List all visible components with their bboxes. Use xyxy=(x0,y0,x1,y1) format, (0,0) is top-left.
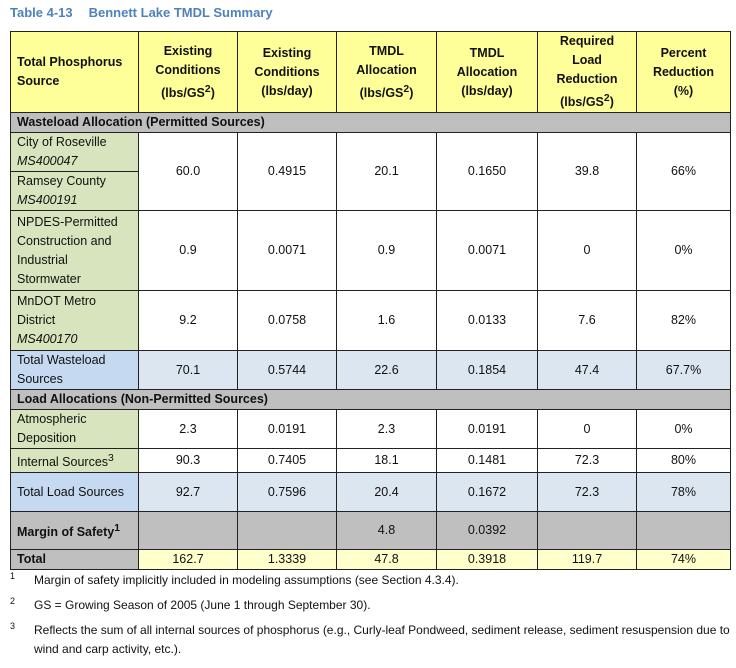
cell: 9.2 xyxy=(138,290,238,352)
cell: 0.9 xyxy=(336,210,437,292)
col-header-existing-gs: Existing Conditions (lbs/GS2) xyxy=(138,30,238,114)
source-ramsey: Ramsey County MS400191 xyxy=(10,171,139,212)
cell: 0.0758 xyxy=(237,290,337,352)
cell: 0.1672 xyxy=(436,472,538,513)
table-row: Atmospheric Deposition 2.3 0.0191 2.3 0.019… xyxy=(10,409,731,450)
cell: 0.4915 xyxy=(237,132,337,212)
cell: 0.0133 xyxy=(436,290,538,352)
source-total-load: Total Load Sources xyxy=(10,472,139,513)
cell: 20.1 xyxy=(336,132,437,212)
cell: 119.7 xyxy=(537,549,637,571)
cell: 0.7596 xyxy=(237,472,337,513)
table-caption: Table 4-13 Bennett Lake TMDL Summary xyxy=(10,5,289,20)
col-header-reduction-gs: Required Load Reduction (lbs/GS2) xyxy=(537,30,637,114)
cell: 72.3 xyxy=(537,448,637,474)
cell: 2.3 xyxy=(138,409,238,450)
col-header-existing-day: Existing Conditions (lbs/day) xyxy=(237,30,337,114)
cell xyxy=(237,511,337,551)
cell: 90.3 xyxy=(138,448,238,474)
cell xyxy=(636,511,731,551)
cell: 4.8 xyxy=(336,511,437,551)
cell: 74% xyxy=(636,549,731,571)
source-npdes: NPDES-Permitted Construction and Industr… xyxy=(10,210,139,292)
table-row: City of Roseville MS400047 60.0 0.4915 20… xyxy=(10,132,731,212)
section-row: Load Allocations (Non-Permitted Sources) xyxy=(10,389,731,411)
cell: 0.0191 xyxy=(237,409,337,450)
cell: 1.3339 xyxy=(237,549,337,571)
table-row: Internal Sources3 90.3 0.7405 18.1 0.1481 72… xyxy=(10,448,731,474)
cell: 39.8 xyxy=(537,132,637,212)
cell: 18.1 xyxy=(336,448,437,474)
source-roseville: City of Roseville MS400047 xyxy=(10,132,139,173)
col-header-tmdl-gs: TMDL Allocation (lbs/GS2) xyxy=(336,30,437,114)
cell: 2.3 xyxy=(336,409,437,450)
cell: 47.4 xyxy=(537,350,637,391)
section-load: Load Allocations (Non-Permitted Sources) xyxy=(10,389,731,411)
cell: 0.1481 xyxy=(436,448,538,474)
source-atmospheric: Atmospheric Deposition xyxy=(10,409,139,450)
source-margin-of-safety: Margin of Safety1 xyxy=(10,511,139,551)
table-number: Table 4-13 xyxy=(10,5,73,20)
cell: 80% xyxy=(636,448,731,474)
table-row: Margin of Safety1 4.8 0.0392 xyxy=(10,511,731,551)
table-row: Total Load Sources 92.7 0.7596 20.4 0.1672 7… xyxy=(10,472,731,513)
cell: 0 xyxy=(537,409,637,450)
footnote-2: 2 GS = Growing Season of 2005 (June 1 thr… xyxy=(10,596,371,612)
cell: 92.7 xyxy=(138,472,238,513)
cell: 0.1854 xyxy=(436,350,538,391)
cell: 66% xyxy=(636,132,731,212)
cell: 72.3 xyxy=(537,472,637,513)
cell: 162.7 xyxy=(138,549,238,571)
table-title: Bennett Lake TMDL Summary xyxy=(88,5,273,20)
cell xyxy=(138,511,238,551)
source-mndot: MnDOT Metro District MS400170 xyxy=(10,290,139,352)
col-header-source: Total Phosphorus Source xyxy=(10,30,139,114)
header-row: Total Phosphorus Source Existing Conditi… xyxy=(10,30,731,114)
cell: 0.0071 xyxy=(237,210,337,292)
cell: 0.7405 xyxy=(237,448,337,474)
total-row: Total 162.7 1.3339 47.8 0.3918 119.7 74% xyxy=(10,549,731,571)
cell: 0.9 xyxy=(138,210,238,292)
table-row: Ramsey County MS400191 xyxy=(10,171,731,212)
section-row: Wasteload Allocation (Permitted Sources) xyxy=(10,112,731,134)
cell: 82% xyxy=(636,290,731,352)
cell: 78% xyxy=(636,472,731,513)
cell: 0% xyxy=(636,210,731,292)
cell: 0.1650 xyxy=(436,132,538,212)
cell: 20.4 xyxy=(336,472,437,513)
source-total-wasteload: Total Wasteload Sources xyxy=(10,350,139,391)
cell: 0.5744 xyxy=(237,350,337,391)
cell: 67.7% xyxy=(636,350,731,391)
section-wasteload: Wasteload Allocation (Permitted Sources) xyxy=(10,112,731,134)
cell: 22.6 xyxy=(336,350,437,391)
cell xyxy=(537,511,637,551)
table-row: NPDES-Permitted Construction and Industr… xyxy=(10,210,731,292)
cell: 60.0 xyxy=(138,132,238,212)
cell: 0 xyxy=(537,210,637,292)
col-header-percent: Percent Reduction (%) xyxy=(636,30,731,114)
cell: 0.0392 xyxy=(436,511,538,551)
source-internal: Internal Sources3 xyxy=(10,448,139,474)
tmdl-summary-table: Total Phosphorus Source Existing Conditi… xyxy=(10,30,731,571)
cell: 0% xyxy=(636,409,731,450)
footnote-1: 1 Margin of safety implicitly included in… xyxy=(10,571,459,587)
cell: 0.0191 xyxy=(436,409,538,450)
footnote-3: 3 Reflects the sum of all internal source… xyxy=(10,621,730,656)
col-header-tmdl-day: TMDL Allocation (lbs/day) xyxy=(436,30,538,114)
cell: 0.3918 xyxy=(436,549,538,571)
cell: 70.1 xyxy=(138,350,238,391)
table-row: Total Wasteload Sources 70.1 0.5744 22.6 0.… xyxy=(10,350,731,391)
cell: 47.8 xyxy=(336,549,437,571)
cell: 0.0071 xyxy=(436,210,538,292)
cell: 1.6 xyxy=(336,290,437,352)
table-row: MnDOT Metro District MS400170 9.2 0.0758 1.… xyxy=(10,290,731,352)
cell: 7.6 xyxy=(537,290,637,352)
source-total: Total xyxy=(10,549,139,571)
